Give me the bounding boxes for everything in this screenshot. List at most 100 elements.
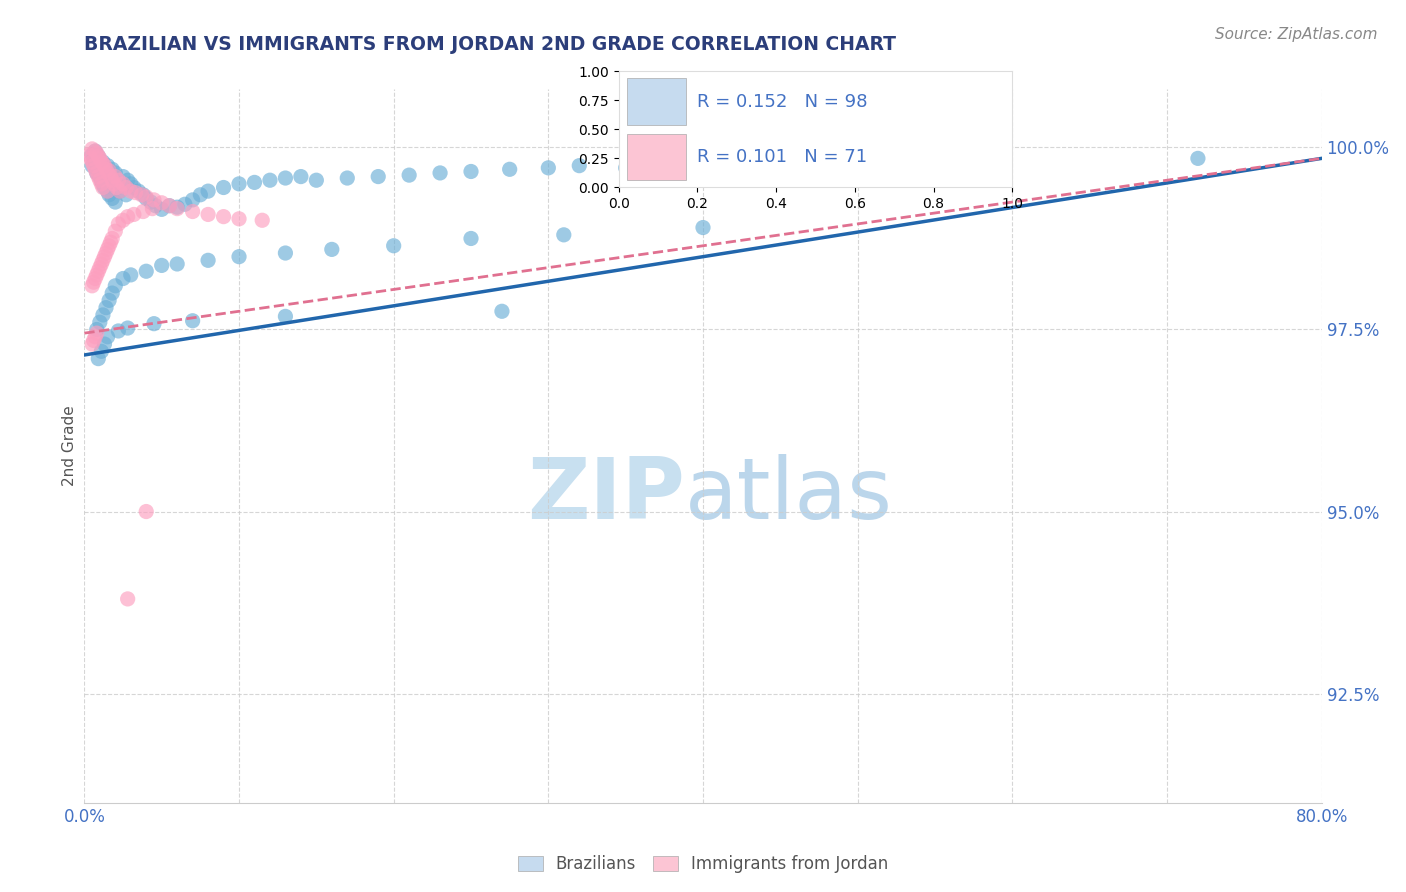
Point <box>103 173 125 187</box>
Point <box>127 184 149 198</box>
Point <box>98 163 121 178</box>
Point <box>96 159 118 173</box>
Point <box>120 184 142 198</box>
Point <box>83 275 105 289</box>
Point <box>96 166 118 180</box>
Point <box>132 204 155 219</box>
Point <box>188 187 211 202</box>
Point <box>139 195 162 210</box>
Legend: Brazilians, Immigrants from Jordan: Brazilians, Immigrants from Jordan <box>510 849 896 880</box>
Point <box>336 171 359 186</box>
Point <box>89 159 111 173</box>
Point <box>86 166 108 180</box>
Point <box>101 286 124 301</box>
Point <box>90 257 112 271</box>
Point <box>274 246 297 260</box>
Point <box>785 153 807 168</box>
Point <box>103 177 125 191</box>
Point <box>197 207 219 221</box>
Point <box>243 175 266 189</box>
Point <box>89 173 111 187</box>
Point <box>108 184 131 198</box>
Point <box>91 253 114 268</box>
Point <box>166 202 188 216</box>
Point <box>86 146 108 161</box>
Point <box>89 169 111 184</box>
Point <box>91 308 114 322</box>
Point <box>212 210 235 224</box>
Point <box>181 204 204 219</box>
Point <box>84 144 107 158</box>
Point <box>86 166 108 180</box>
Point <box>105 177 128 191</box>
Point <box>398 168 420 182</box>
Text: R = 0.152   N = 98: R = 0.152 N = 98 <box>697 93 868 111</box>
Point <box>84 155 107 169</box>
Point <box>86 268 108 282</box>
Point <box>91 177 114 191</box>
Point <box>87 149 110 163</box>
Point <box>101 173 124 187</box>
Point <box>83 152 105 166</box>
Point <box>82 142 104 156</box>
Point <box>321 243 343 257</box>
Point <box>382 239 405 253</box>
Point <box>143 317 166 331</box>
Point <box>120 177 142 191</box>
Point <box>105 180 128 194</box>
Point <box>98 239 121 253</box>
Point <box>181 193 204 207</box>
Point <box>94 301 117 315</box>
Point <box>100 169 122 184</box>
Point <box>692 220 714 235</box>
Point <box>197 253 219 268</box>
Point <box>91 155 114 169</box>
Point <box>90 162 112 177</box>
Text: BRAZILIAN VS IMMIGRANTS FROM JORDAN 2ND GRADE CORRELATION CHART: BRAZILIAN VS IMMIGRANTS FROM JORDAN 2ND … <box>84 35 897 54</box>
Point <box>661 156 683 170</box>
Point <box>107 217 129 231</box>
Point <box>135 504 157 518</box>
Point <box>122 180 145 194</box>
Point <box>101 231 124 245</box>
Point <box>122 207 145 221</box>
Point <box>553 227 575 242</box>
Point <box>87 169 110 184</box>
Point <box>89 315 111 329</box>
Point <box>96 184 118 198</box>
Point <box>460 231 482 245</box>
Point <box>86 322 108 336</box>
Point <box>98 163 121 178</box>
Point <box>115 180 138 194</box>
Point <box>197 184 219 198</box>
Point <box>82 337 104 351</box>
Point <box>274 171 297 186</box>
Point <box>90 344 112 359</box>
Point <box>91 180 114 194</box>
Point <box>135 264 157 278</box>
Point <box>537 161 560 175</box>
Point <box>166 200 188 214</box>
Point <box>104 224 127 238</box>
Point <box>614 161 637 175</box>
Point <box>90 177 112 191</box>
Point <box>568 159 591 173</box>
Point <box>93 337 115 351</box>
Point <box>86 162 108 177</box>
Point <box>100 235 122 249</box>
Point <box>159 199 180 213</box>
Point <box>429 166 451 180</box>
Point <box>93 159 115 173</box>
Point <box>93 180 115 194</box>
Text: Source: ZipAtlas.com: Source: ZipAtlas.com <box>1215 27 1378 42</box>
Point <box>96 243 118 257</box>
Point <box>96 184 118 198</box>
Point <box>141 202 163 216</box>
Point <box>723 155 745 169</box>
Point <box>135 191 157 205</box>
Point <box>93 161 115 175</box>
Point <box>460 164 482 178</box>
Point <box>250 213 273 227</box>
Point <box>94 246 117 260</box>
Point <box>100 169 122 184</box>
